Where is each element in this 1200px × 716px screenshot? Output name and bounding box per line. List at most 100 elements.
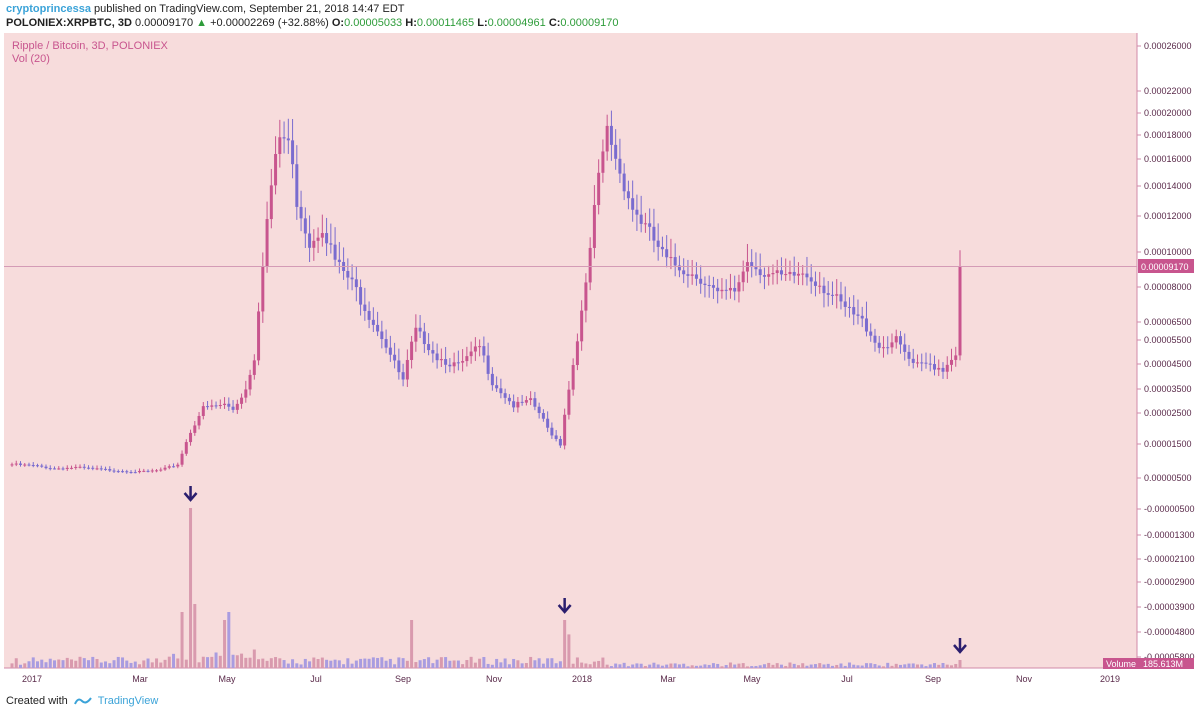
price-chart[interactable]: 0.00026000 0.00022000 0.00020000 0.00018000… bbox=[0, 33, 1200, 693]
candle-body bbox=[36, 465, 40, 467]
volume-bar bbox=[261, 658, 265, 668]
volume-bar bbox=[65, 657, 69, 668]
volume-bar bbox=[401, 658, 405, 668]
candle-body bbox=[546, 418, 550, 428]
candle-body bbox=[937, 367, 941, 370]
candle-body bbox=[422, 331, 426, 345]
candle-body bbox=[74, 466, 78, 468]
volume-bar bbox=[533, 660, 537, 668]
volume-bar bbox=[928, 664, 932, 668]
volume-bar bbox=[465, 660, 469, 668]
volume-label: Volume bbox=[1106, 659, 1136, 669]
candle-body bbox=[167, 466, 171, 468]
candle-body bbox=[354, 279, 358, 288]
candle-body bbox=[784, 274, 788, 276]
volume-label-tag bbox=[1103, 658, 1140, 669]
volume-bar bbox=[19, 664, 23, 668]
volume-bar bbox=[605, 664, 609, 668]
volume-bar bbox=[142, 660, 146, 668]
volume-bar bbox=[61, 660, 65, 668]
volume-bar bbox=[886, 662, 890, 668]
candle-body bbox=[754, 267, 758, 270]
volume-bar bbox=[924, 666, 928, 668]
volume-bar bbox=[397, 657, 401, 668]
volume-bar bbox=[299, 664, 303, 668]
candle-body bbox=[690, 274, 694, 276]
volume-bar bbox=[643, 666, 647, 668]
volume-bar bbox=[592, 661, 596, 668]
candle-body bbox=[524, 400, 528, 403]
candle-body bbox=[410, 341, 414, 360]
candle-body bbox=[248, 374, 252, 390]
candle-body bbox=[801, 273, 805, 275]
volume-bar bbox=[750, 666, 754, 668]
volume-bar bbox=[444, 657, 448, 668]
y-tick-label: -0.00001300 bbox=[1144, 530, 1195, 540]
candle-body bbox=[57, 468, 61, 470]
volume-bar bbox=[252, 649, 256, 668]
volume-bar bbox=[218, 655, 222, 668]
price-axis[interactable] bbox=[1137, 33, 1200, 668]
y-tick-label: 0.00006500 bbox=[1144, 317, 1192, 327]
y-tick-label: 0.00008000 bbox=[1144, 282, 1192, 292]
candle-body bbox=[286, 138, 290, 141]
volume-bar bbox=[809, 664, 813, 668]
volume-bar bbox=[737, 663, 741, 668]
candle-body bbox=[864, 318, 868, 332]
candle-body bbox=[886, 347, 890, 349]
low-label: L: bbox=[477, 17, 488, 29]
tradingview-brand[interactable]: TradingView bbox=[97, 695, 159, 707]
volume-bar bbox=[550, 658, 554, 668]
candle-body bbox=[626, 191, 630, 199]
high-value: 0.00011465 bbox=[416, 17, 475, 29]
volume-bar bbox=[163, 659, 167, 668]
volume-bar bbox=[677, 664, 681, 668]
y-tick-label: -0.00002900 bbox=[1144, 577, 1195, 587]
y-tick-label: 0.00004500 bbox=[1144, 359, 1192, 369]
candle-body bbox=[499, 388, 503, 394]
candle-body bbox=[826, 293, 830, 295]
open-value: 0.00005033 bbox=[344, 17, 403, 29]
candle-body bbox=[473, 346, 477, 352]
candle-body bbox=[758, 269, 762, 276]
candle-body bbox=[775, 270, 779, 274]
candle-body bbox=[176, 464, 180, 467]
x-tick-label: 2019 bbox=[1100, 674, 1120, 684]
down-arrow-icon bbox=[183, 492, 198, 502]
volume-bar bbox=[558, 661, 562, 668]
volume-bar bbox=[529, 656, 533, 668]
volume-bar bbox=[473, 662, 477, 668]
candle-body bbox=[860, 315, 864, 319]
volume-bar bbox=[303, 658, 307, 668]
volume-bar bbox=[864, 663, 868, 668]
symbol-name: POLONIEX:XRPBTC, 3D bbox=[6, 17, 132, 29]
volume-bar bbox=[898, 664, 902, 668]
author-link[interactable]: cryptoprincessa bbox=[6, 3, 91, 15]
volume-bar bbox=[405, 660, 409, 668]
volume-bar bbox=[48, 658, 52, 668]
candle-body bbox=[873, 335, 877, 343]
volume-bar bbox=[223, 620, 227, 668]
volume-bar bbox=[903, 664, 907, 668]
volume-bar bbox=[342, 664, 346, 668]
x-axis-ticks: 2017 Mar May Jul Sep Nov 2018 Mar May Jul Sep Nov 20… bbox=[22, 674, 1120, 684]
volume-bar bbox=[138, 664, 142, 668]
volume-bar bbox=[291, 659, 295, 668]
candle-body bbox=[495, 385, 499, 389]
candle-body bbox=[737, 282, 741, 292]
candle-body bbox=[720, 289, 724, 292]
volume-bar bbox=[699, 665, 703, 668]
volume-bar bbox=[78, 656, 82, 668]
volume-bar bbox=[27, 661, 31, 668]
volume-bar bbox=[784, 666, 788, 668]
candle-body bbox=[767, 274, 771, 277]
volume-bar bbox=[486, 663, 490, 668]
volume-bar bbox=[499, 662, 503, 668]
volume-bar bbox=[333, 659, 337, 668]
volume-bar bbox=[91, 656, 95, 668]
candle-body bbox=[809, 277, 813, 282]
y-tick-label: -0.00002100 bbox=[1144, 554, 1195, 564]
time-axis[interactable] bbox=[4, 668, 1200, 688]
candle-body bbox=[333, 244, 337, 260]
volume-bar bbox=[822, 664, 826, 668]
